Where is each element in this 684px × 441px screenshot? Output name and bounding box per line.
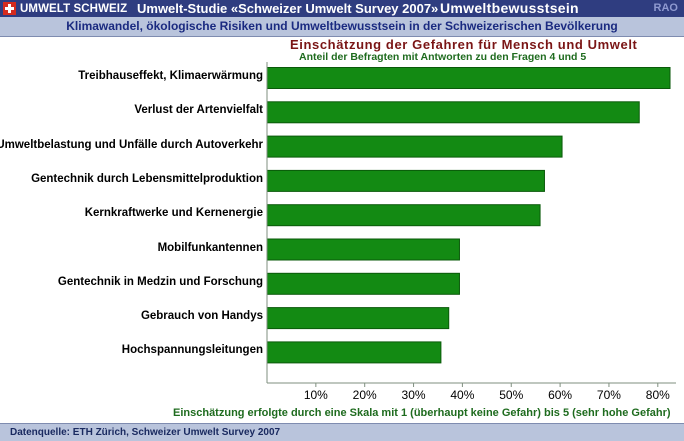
category-label-4: Gentechnik durch Lebensmittelproduktion: [31, 172, 263, 185]
x-tick-label-1: 10%: [304, 388, 328, 402]
category-label-7: Gentechnik in Medzin und Forschung: [57, 275, 263, 288]
category-label-5: Kernkraftwerke und Kernenergie: [84, 207, 263, 220]
swiss-flag-icon: [3, 2, 16, 15]
chart-subtitle: Anteil der Befragten mit Antworten zu de…: [299, 51, 587, 63]
rao-logo: RAO: [653, 2, 678, 14]
bar-4: [266, 169, 545, 192]
scale-footnote: Einschätzung erfolgte durch eine Skala m…: [173, 407, 671, 419]
brand-text: UMWELT SCHWEIZ: [20, 2, 128, 15]
category-label-8: Gebrauch von Handys: [140, 310, 263, 323]
bar-9: [266, 341, 442, 364]
category-label-2: Verlust der Artenvielfalt: [134, 104, 263, 117]
brand[interactable]: UMWELT SCHWEIZ: [0, 0, 127, 17]
category-label-6: Mobilfunkantennen: [157, 241, 263, 254]
x-tick-label-5: 50%: [499, 388, 523, 402]
category-label-1: Treibhauseffekt, Klimaerwärmung: [78, 70, 263, 82]
bars-group: [266, 67, 671, 364]
data-source: Datenquelle: ETH Zürich, Schweizer Umwel…: [10, 427, 281, 438]
footer-bar: Datenquelle: ETH Zürich, Schweizer Umwel…: [0, 423, 684, 441]
x-tick-label-6: 60%: [548, 388, 572, 402]
page-subtitle: Klimawandel, ökologische Risiken und Umw…: [66, 19, 618, 33]
x-tick-label-7: 70%: [597, 388, 621, 402]
x-axis: 10% 20% 30% 40% 50% 60% 70% 80%: [266, 62, 676, 402]
subtitle-bar: Klimawandel, ökologische Risiken und Umw…: [0, 17, 684, 37]
bar-7: [266, 272, 460, 295]
bar-6: [266, 238, 460, 261]
section-title: Umweltbewusstsein: [440, 0, 579, 16]
x-tick-label-8: 80%: [646, 388, 670, 402]
bar-5: [266, 204, 541, 227]
x-tick-label-2: 20%: [353, 388, 377, 402]
top-header-bar: UMWELT SCHWEIZ Umwelt-Studie «Schweizer …: [0, 0, 684, 17]
x-tick-label-4: 40%: [450, 388, 474, 402]
study-title: Umwelt-Studie «Schweizer Umwelt Survey 2…: [137, 1, 439, 16]
bar-8: [266, 307, 450, 330]
bar-2: [266, 101, 640, 124]
bar-1: [266, 67, 671, 89]
category-label-9: Hochspannungsleitungen: [121, 344, 263, 357]
x-tick-label-3: 30%: [402, 388, 426, 402]
chart-title: Einschätzung der Gefahren für Mensch und…: [290, 37, 638, 52]
category-label-3: Umweltbelastung und Unfälle durch Autove…: [0, 138, 263, 151]
bar-3: [266, 135, 563, 158]
